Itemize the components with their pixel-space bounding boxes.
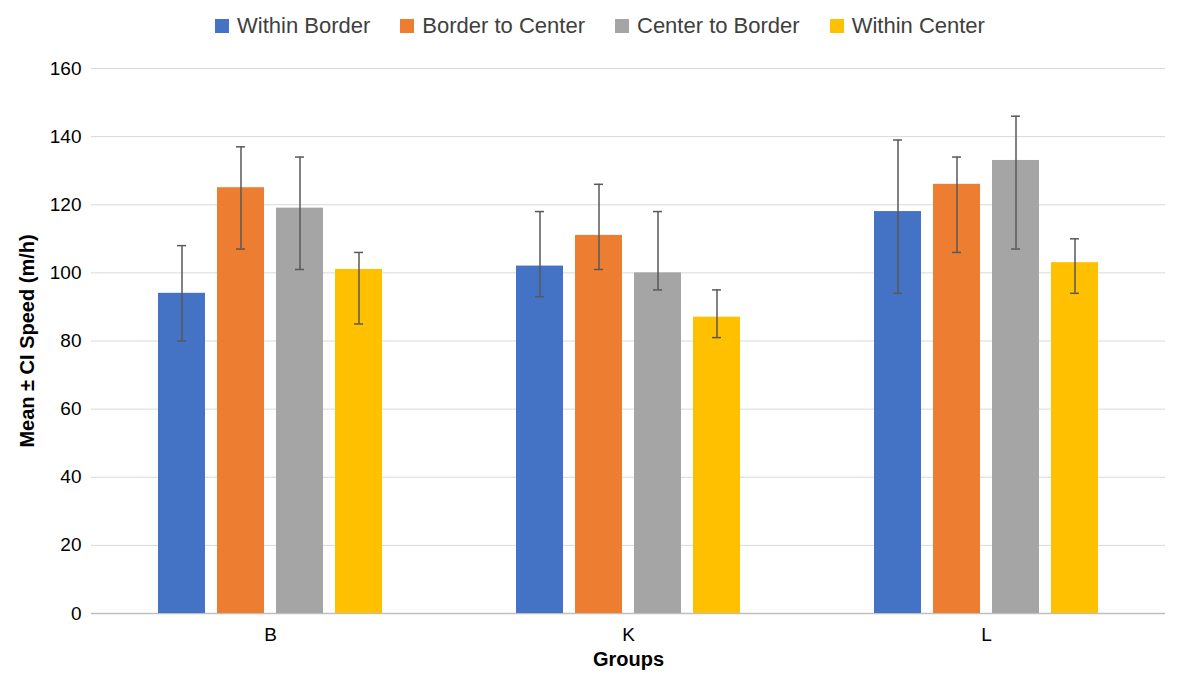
svg-text:Groups: Groups xyxy=(593,648,664,670)
html-text:Within Border: Within Border xyxy=(237,13,371,38)
svg-text:Mean ± CI Speed (m/h): Mean ± CI Speed (m/h) xyxy=(16,234,38,447)
svg-text:L: L xyxy=(981,624,992,645)
svg-text:160: 160 xyxy=(50,58,82,79)
svg-text:100: 100 xyxy=(50,262,82,283)
svg-text:80: 80 xyxy=(60,330,81,351)
html-text:Border to Center: Border to Center xyxy=(422,13,585,38)
svg-text:0: 0 xyxy=(71,603,82,624)
svg-text:K: K xyxy=(622,624,635,645)
svg-text:B: B xyxy=(264,624,277,645)
html-text:Within Center: Within Center xyxy=(851,13,985,38)
svg-text:20: 20 xyxy=(60,534,81,555)
svg-text:140: 140 xyxy=(50,126,82,147)
svg-text:120: 120 xyxy=(50,194,82,215)
html-text:Center to Border: Center to Border xyxy=(637,13,800,38)
svg-text:60: 60 xyxy=(60,398,81,419)
svg-text:40: 40 xyxy=(60,466,81,487)
